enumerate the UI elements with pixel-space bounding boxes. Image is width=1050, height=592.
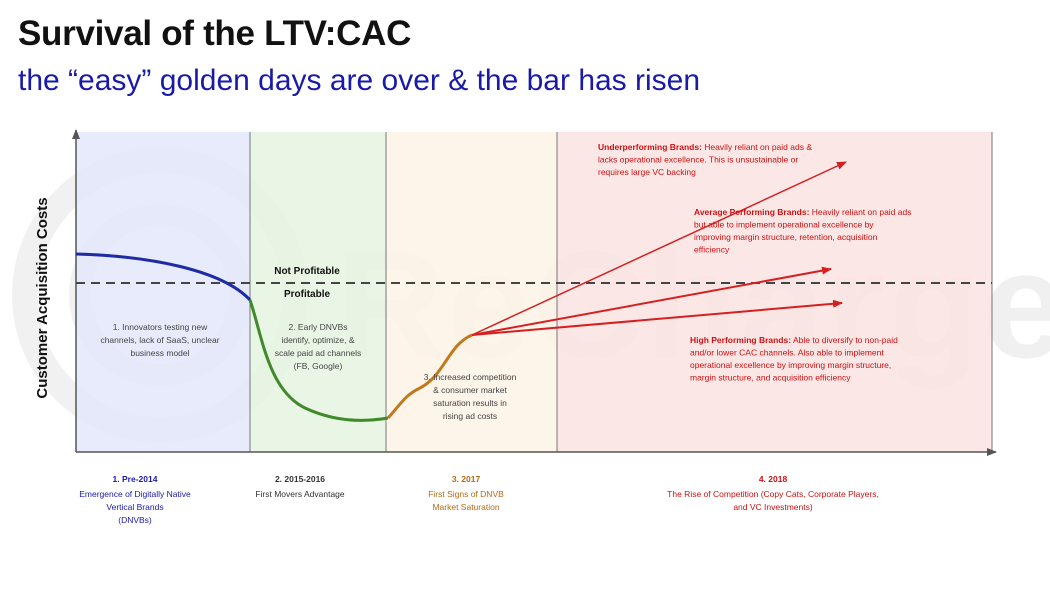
phase-1-description-line: business model (130, 348, 189, 358)
phase-3-caption-line: First Signs of DNVB (428, 489, 504, 499)
underperforming-arrow (471, 161, 847, 336)
phase-3-caption-title: 3. 2017 (452, 474, 481, 484)
phase-2-caption-line: First Movers Advantage (255, 489, 345, 499)
phase-2-description-line: 2. Early DNVBs (288, 322, 347, 332)
phase-2-caption-title: 2. 2015-2016 (275, 474, 325, 484)
phase-1-caption-line: (DNVBs) (118, 515, 152, 525)
phase-1-caption-line: Vertical Brands (106, 502, 163, 512)
slide-subtitle: the “easy” golden days are over & the ba… (18, 64, 701, 97)
not-profitable-label: Not Profitable (274, 266, 340, 277)
profitable-label: Profitable (284, 289, 331, 300)
brand-segment-1-line: Underperforming Brands: Heavily reliant … (598, 142, 812, 152)
phase-3-description-line: rising ad costs (443, 411, 497, 421)
brand-segment-2-line: Average Performing Brands: Heavily relia… (694, 207, 911, 217)
phase-4-caption-line: The Rise of Competition (Copy Cats, Corp… (667, 489, 879, 499)
brand-segment-3-line: and/or lower CAC channels. Also able to … (690, 348, 884, 358)
phase-band-3 (386, 132, 557, 452)
phase-2-description-line: identify, optimize, & (281, 335, 354, 345)
brand-segment-1-line: lacks operational excellence. This is un… (598, 155, 798, 165)
brand-segment-1-heading: Underperforming Brands: (598, 142, 702, 152)
phase-3-description-line: & consumer market (433, 385, 507, 395)
brand-segment-2-line: but able to implement operational excell… (694, 220, 874, 230)
high-performing-arrow (471, 299, 843, 336)
phase-1-caption-title: 1. Pre-2014 (113, 474, 158, 484)
phase-3-description-line: 3. Increased competition (424, 372, 517, 382)
cac-curve-phase-3 (386, 333, 473, 420)
brand-segment-3-line: High Performing Brands: Able to diversif… (690, 335, 898, 345)
brand-segment-3-line: margin structure, and acquisition effici… (690, 373, 851, 383)
y-axis-label: Customer Acquisition Costs (34, 197, 51, 398)
brand-segment-1-line: requires large VC backing (598, 167, 696, 177)
brand-segment-2-line: efficiency (694, 245, 730, 255)
phase-4-caption-line: and VC Investments) (733, 502, 813, 512)
phase-1-description-line: channels, lack of SaaS, unclear (100, 335, 219, 345)
brand-segment-2-heading: Average Performing Brands: (694, 207, 810, 217)
brand-segment-3-text: Able to diversify to non-paid (791, 335, 898, 345)
brand-segment-2-line: improving margin structure, retention, a… (694, 232, 878, 242)
phase-1-caption-line: Emergence of Digitally Native (79, 489, 191, 499)
phase-3-caption-line: Market Saturation (432, 502, 499, 512)
cac-curve-phase-2 (248, 299, 389, 422)
slide-title: Survival of the LTV:CAC (18, 14, 412, 53)
phase-band-1 (76, 132, 250, 452)
phase-3-description-line: saturation results in (433, 398, 507, 408)
brand-segment-3-heading: High Performing Brands: (690, 335, 791, 345)
average-performing-arrow (471, 266, 832, 336)
phase-1-description-line: 1. Innovators testing new (113, 322, 208, 332)
brand-segment-2-text: Heavily reliant on paid ads (809, 207, 911, 217)
phase-band-2 (250, 132, 386, 452)
phase-band-4 (557, 132, 992, 452)
brand-segment-1-text: Heavily reliant on paid ads & (702, 142, 812, 152)
phase-2-description-line: (FB, Google) (294, 361, 343, 371)
phase-4-caption-title: 4. 2018 (759, 474, 788, 484)
brand-segment-3-line: operational excellence by improving marg… (690, 360, 891, 370)
phase-2-description-line: scale paid ad channels (275, 348, 361, 358)
cac-curve-phase-1 (75, 252, 252, 302)
